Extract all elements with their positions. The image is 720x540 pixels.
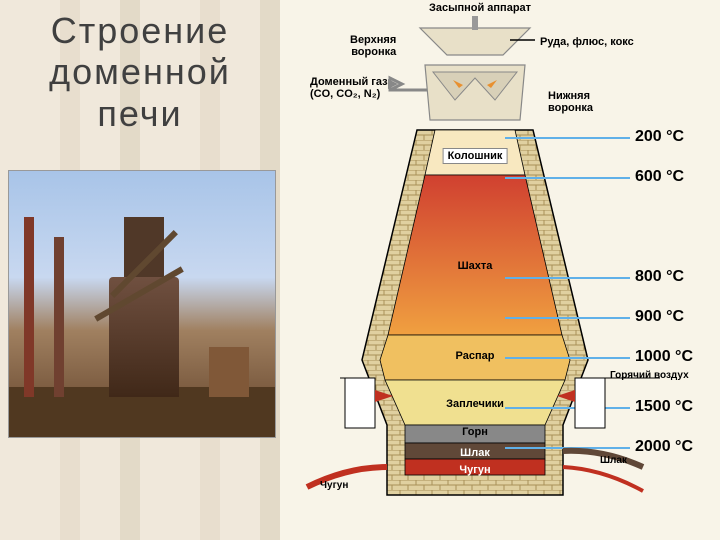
title-line: доменной: [10, 51, 270, 92]
label-iron: Чугун: [459, 464, 490, 476]
label-charging: Засыпной аппарат: [429, 2, 531, 14]
label-bosh: Заплечики: [446, 398, 504, 410]
label-slag-out: Шлак: [600, 455, 627, 466]
temperature-value: 600 °C: [635, 168, 684, 186]
temperature-value: 2000 °C: [635, 438, 693, 456]
label-upper-funnel: Верхняя воронка: [350, 34, 396, 58]
title-line: печи: [10, 93, 270, 134]
label-hearth: Горн: [462, 426, 488, 438]
temperature-value: 1500 °C: [635, 398, 693, 416]
furnace-photo: [8, 170, 276, 438]
label-gas: Доменный газ (CO, CO₂, N₂): [310, 76, 388, 100]
label-lower-funnel: Нижняя воронка: [548, 90, 593, 114]
label-throat: Колошник: [443, 150, 508, 162]
label-hot-air: Горячий воздух: [610, 370, 689, 381]
temperature-value: 200 °C: [635, 128, 684, 146]
temperature-value: 900 °C: [635, 308, 684, 326]
label-stack: Шахта: [458, 260, 493, 272]
furnace-diagram: Засыпной аппарат Верхняя воронка Руда, ф…: [280, 0, 720, 540]
label-slag: Шлак: [460, 447, 490, 459]
page-title: Строение доменной печи: [10, 10, 270, 134]
temperature-value: 1000 °C: [635, 348, 693, 366]
temperature-value: 800 °C: [635, 268, 684, 286]
label-belly: Распар: [456, 350, 495, 362]
label-iron-out: Чугун: [320, 480, 348, 491]
title-line: Строение: [10, 10, 270, 51]
label-ore: Руда, флюс, кокс: [540, 36, 634, 48]
